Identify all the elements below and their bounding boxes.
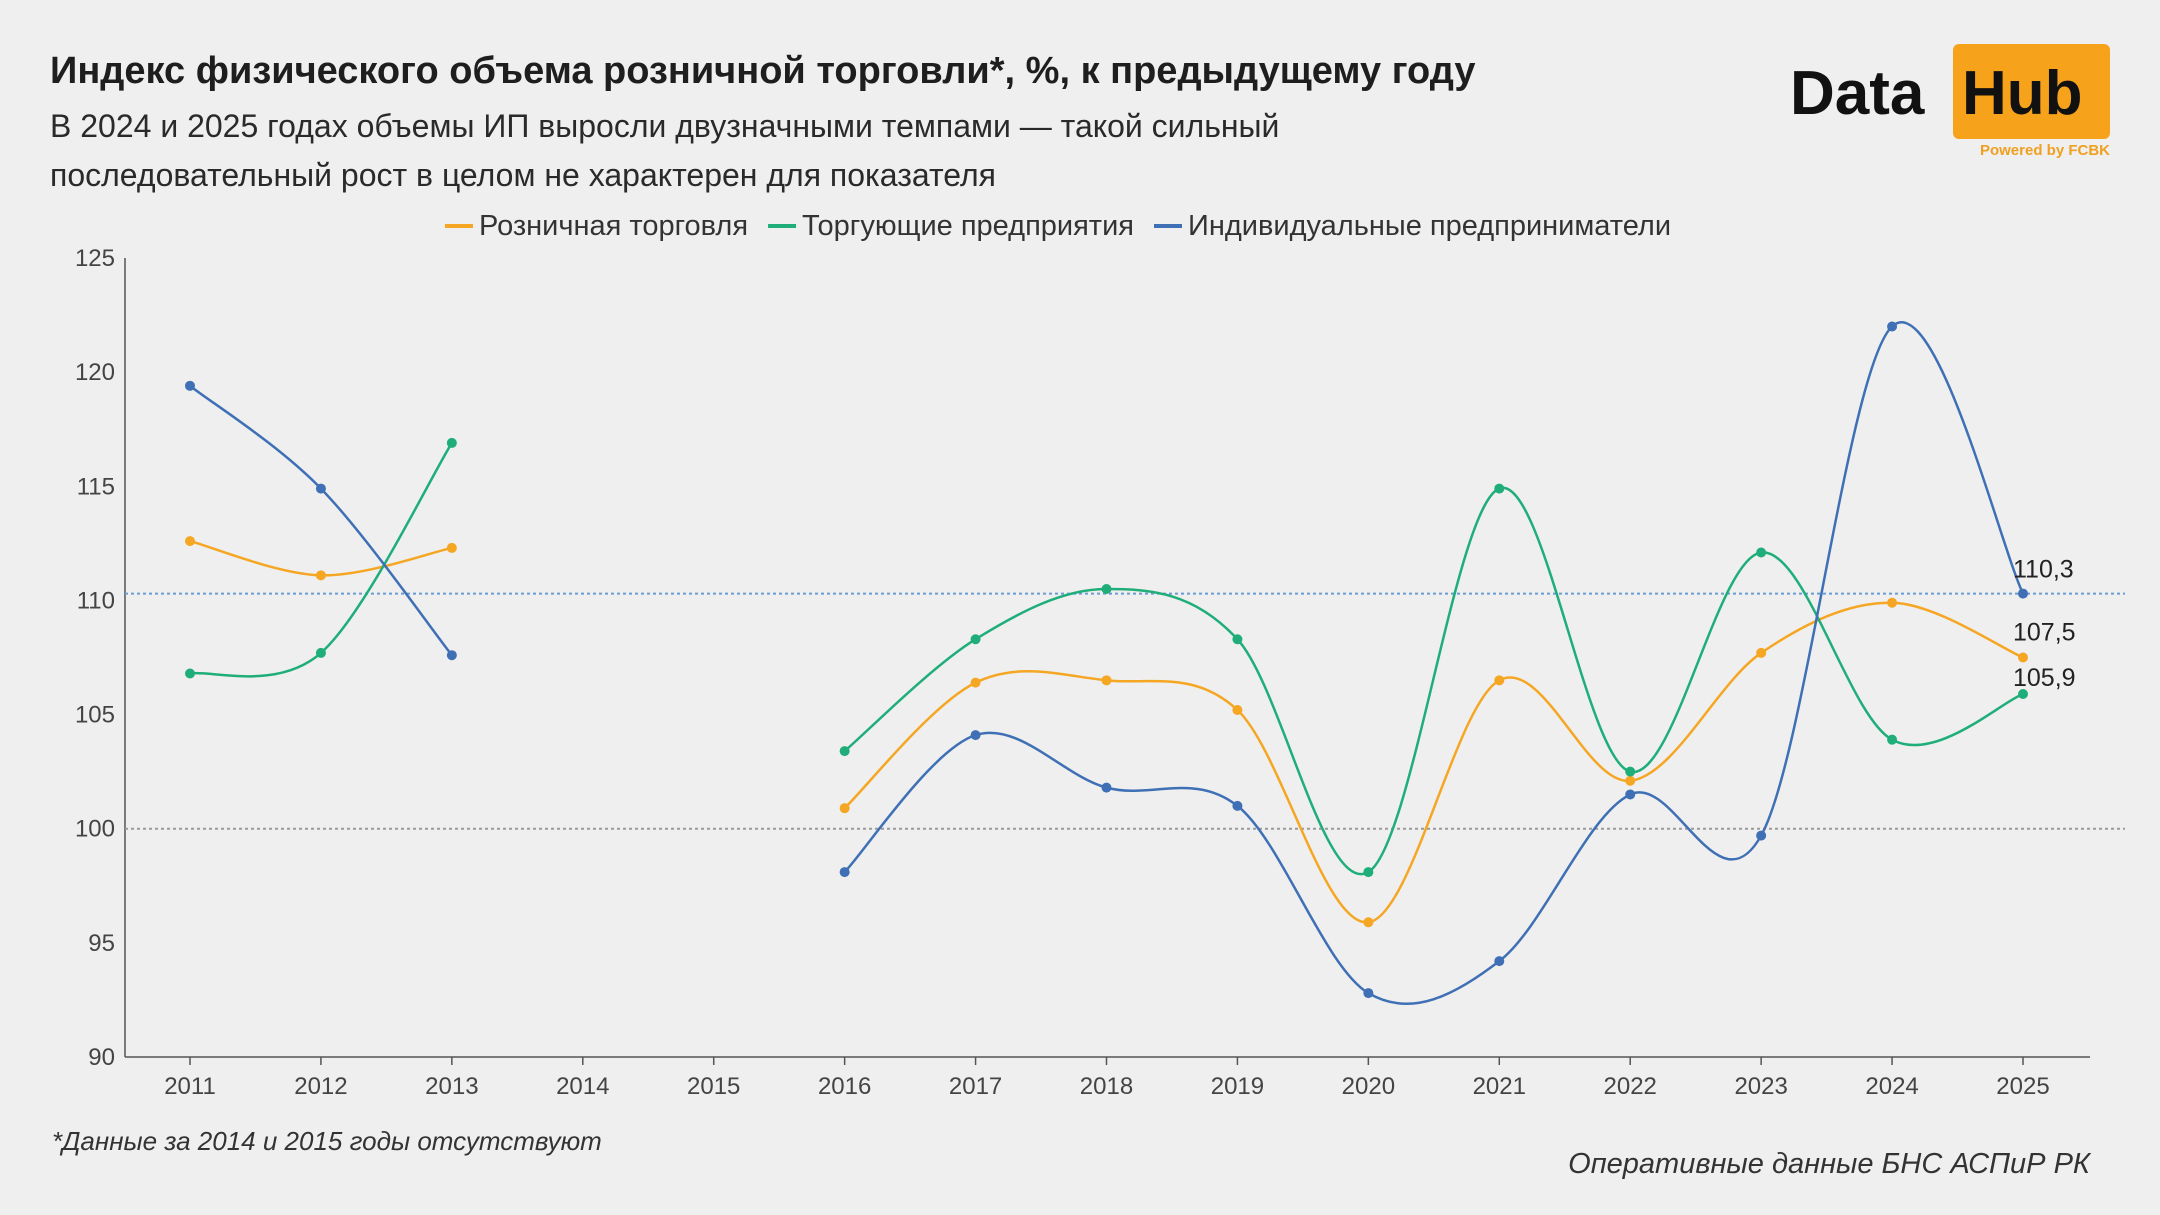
data-point <box>1756 547 1767 558</box>
data-point <box>970 730 981 741</box>
data-point <box>1232 634 1243 645</box>
end-value-label: 110,3 <box>2013 556 2074 584</box>
logo-text-hub: Hub <box>1962 59 2083 128</box>
footnote: *Данные за 2014 и 2015 годы отсутствуют <box>52 1126 602 1156</box>
datahub-logo: Data Hub Powered by FCBK <box>1790 44 2110 164</box>
y-tick-label: 95 <box>88 930 115 957</box>
data-point <box>2018 588 2028 599</box>
x-tick-label: 2014 <box>556 1073 609 1100</box>
x-tick-label: 2021 <box>1473 1073 1526 1100</box>
data-point <box>315 483 326 494</box>
data-point <box>1232 705 1243 716</box>
data-point <box>1494 956 1505 967</box>
data-point <box>185 668 195 679</box>
data-point <box>2018 652 2028 663</box>
x-tick-label: 2020 <box>1342 1073 1395 1100</box>
data-point <box>1756 647 1767 658</box>
data-point <box>1494 675 1505 686</box>
data-point <box>2018 689 2028 700</box>
x-tick-label: 2023 <box>1734 1073 1787 1100</box>
logo-powered-by: Powered by FCBK <box>1979 142 2110 159</box>
data-point <box>1625 766 1636 777</box>
data-point <box>970 677 981 688</box>
data-point <box>1363 867 1374 878</box>
chart-subtitle: В 2024 и 2025 годах объемы ИП выросли дв… <box>50 108 1280 193</box>
data-point <box>1101 675 1112 686</box>
end-value-label: 107,5 <box>2013 619 2076 647</box>
x-tick-label: 2012 <box>294 1073 347 1100</box>
data-point <box>1232 800 1243 811</box>
data-point <box>1363 917 1374 928</box>
x-tick-label: 2011 <box>164 1073 216 1100</box>
series-line <box>189 442 453 678</box>
x-tick-label: 2024 <box>1865 1073 1918 1100</box>
data-point <box>1887 597 1898 608</box>
data-point <box>446 542 457 553</box>
legend-label: Торгующие предприятия <box>802 210 1134 242</box>
data-point <box>315 647 326 658</box>
data-point <box>1101 584 1112 595</box>
data-point <box>185 380 195 391</box>
y-tick-label: 100 <box>75 816 115 843</box>
logo-accent-box <box>1953 44 2110 139</box>
y-tick-label: 90 <box>88 1044 115 1071</box>
data-point <box>1363 988 1374 999</box>
data-point <box>185 536 195 547</box>
data-point <box>315 570 326 581</box>
x-tick-label: 2013 <box>425 1073 478 1100</box>
y-tick-label: 120 <box>75 359 115 386</box>
data-point <box>1887 321 1898 332</box>
x-tick-label: 2017 <box>949 1073 1002 1100</box>
data-point <box>1101 782 1112 793</box>
legend-label: Индивидуальные предприниматели <box>1188 210 1671 242</box>
data-point <box>446 650 457 661</box>
end-value-label: 105,9 <box>2013 664 2076 692</box>
x-tick-label: 2019 <box>1211 1073 1264 1100</box>
series-line <box>189 539 453 577</box>
y-tick-label: 110 <box>77 587 115 614</box>
series-line <box>843 321 2025 1006</box>
y-tick-label: 115 <box>77 473 115 500</box>
data-point <box>446 437 457 448</box>
legend-label: Розничная торговля <box>479 210 748 242</box>
data-point <box>1494 483 1505 494</box>
data-point <box>1756 830 1767 841</box>
series-line <box>843 601 2024 924</box>
y-tick-label: 125 <box>75 245 115 272</box>
logo-text-data: Data <box>1790 59 1925 128</box>
data-point <box>1625 775 1636 786</box>
x-tick-label: 2025 <box>1996 1073 2049 1100</box>
x-tick-label: 2015 <box>687 1073 740 1100</box>
data-point <box>1887 734 1898 745</box>
x-tick-label: 2022 <box>1604 1073 1657 1100</box>
data-point <box>839 803 850 814</box>
y-tick-label: 105 <box>75 702 115 729</box>
data-point <box>970 634 981 645</box>
data-point <box>839 867 850 878</box>
source-note: Оперативные данные БНС АСПиР РК <box>1568 1148 2090 1180</box>
series-line <box>843 487 2024 876</box>
chart-title: Индекс физического объема розничной торг… <box>50 50 1476 92</box>
series-line <box>189 384 453 656</box>
data-point <box>1625 789 1636 800</box>
x-tick-label: 2016 <box>818 1073 871 1100</box>
data-point <box>839 746 850 757</box>
x-tick-label: 2018 <box>1080 1073 1133 1100</box>
